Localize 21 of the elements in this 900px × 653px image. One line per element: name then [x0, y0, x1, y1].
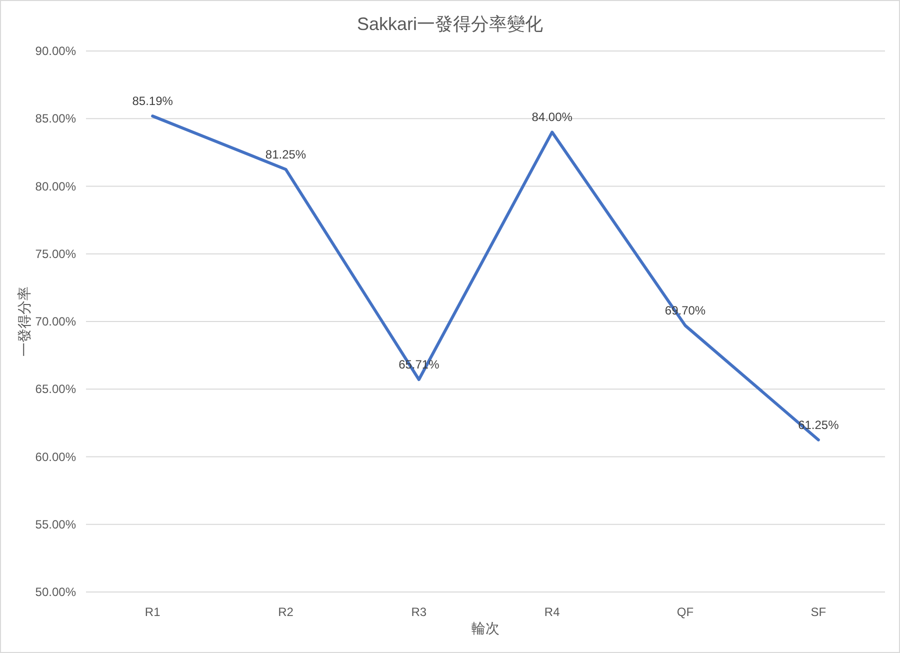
x-tick-label: R1 — [144, 605, 161, 619]
y-tick-label: 80.00% — [35, 179, 76, 194]
y-tick-label: 90.00% — [35, 44, 76, 58]
y-axis-title: 一發得分率 — [16, 286, 32, 356]
y-tick-label: 50.00% — [35, 585, 76, 599]
x-tick-label: R3 — [411, 605, 427, 619]
y-tick-label: 70.00% — [35, 314, 76, 328]
y-tick-label: 85.00% — [35, 112, 76, 126]
y-tick-label: 60.00% — [35, 450, 76, 464]
x-tick-label: SF — [810, 605, 826, 619]
y-tick-label: 75.00% — [35, 246, 76, 261]
data-label: 81.25% — [265, 147, 306, 162]
chart-title: Sakkari一發得分率變化 — [356, 14, 544, 34]
y-tick-label: 55.00% — [35, 517, 76, 532]
data-label: 84.00% — [532, 110, 573, 124]
x-tick-label: R2 — [278, 605, 294, 619]
x-axis-title: 輪次 — [472, 620, 500, 636]
x-tick-label: QF — [676, 605, 694, 619]
data-label: 85.19% — [132, 94, 174, 108]
x-tick-label: R4 — [544, 605, 560, 619]
y-tick-label: 65.00% — [35, 382, 76, 396]
